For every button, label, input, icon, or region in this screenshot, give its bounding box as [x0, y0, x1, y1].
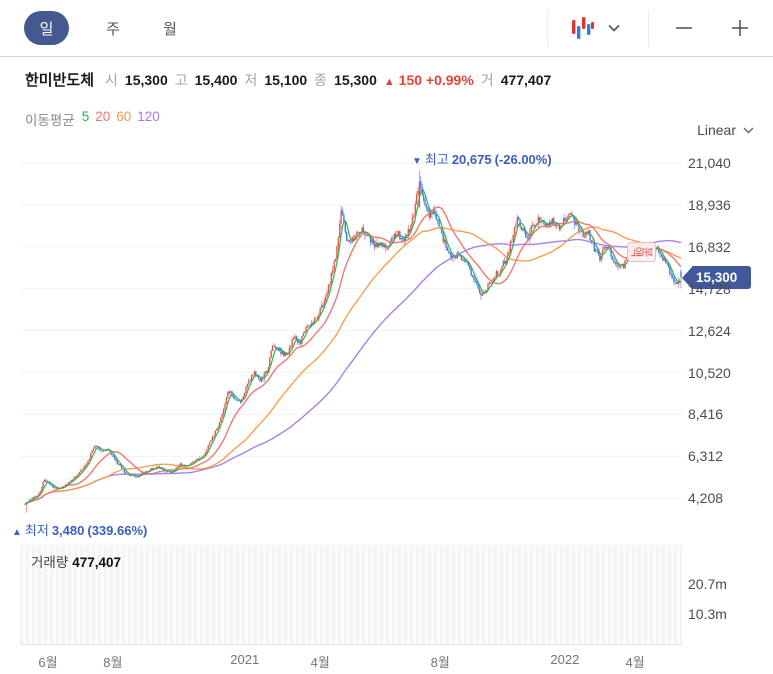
volume-axis-label: 20.7m — [688, 576, 727, 592]
volume-panel[interactable] — [20, 545, 682, 645]
ma-legend: 이동평균 5 20 60 120 — [25, 109, 166, 129]
volume-value: 477,407 — [72, 555, 122, 570]
x-axis-label: 8월 — [103, 655, 123, 670]
toolbar-divider — [547, 10, 548, 47]
high-value: 20,675 — [451, 152, 492, 167]
last-price-value: 15,300 — [692, 266, 752, 289]
x-axis-label: 2022 — [550, 652, 580, 667]
x-axis-label: 4월 — [310, 655, 330, 670]
chevron-down-icon — [743, 127, 754, 133]
high-label: 고 — [174, 72, 188, 88]
price-axis-label: 8,416 — [688, 406, 724, 423]
low-annotation: ▲ 최저 3,480 (339.66%) — [12, 520, 147, 539]
price-axis-label: 12,624 — [688, 322, 731, 339]
chevron-down-icon — [608, 24, 620, 32]
tab-daily[interactable]: 일 — [24, 11, 69, 45]
low-label: 저 — [244, 72, 258, 88]
toolbar-divider — [648, 10, 649, 47]
x-axis-label: 4월 — [625, 655, 645, 670]
zoom-in-button[interactable] — [718, 8, 762, 48]
price-axis-label: 10,520 — [688, 364, 731, 381]
tab-monthly[interactable]: 월 — [153, 11, 187, 45]
ma-period-5: 5 — [81, 109, 90, 124]
volume-title: 거래량 477,407 — [31, 551, 121, 571]
price-axis-label: 16,832 — [688, 238, 731, 255]
scale-selector[interactable]: Linear — [697, 122, 754, 138]
ma-legend-items: 5 20 60 120 — [82, 109, 166, 129]
high-value: 15,400 — [194, 72, 238, 88]
price-axis-label: 18,936 — [688, 196, 731, 213]
up-arrow-icon: ▲ — [383, 76, 395, 88]
close-label: 종 — [314, 72, 328, 88]
open-value: 15,300 — [124, 72, 168, 88]
down-triangle-icon: ▼ — [412, 156, 422, 167]
plus-icon — [732, 20, 748, 36]
tab-weekly[interactable]: 주 — [96, 11, 130, 45]
up-triangle-icon: ▲ — [12, 527, 22, 538]
low-value: 15,100 — [264, 72, 308, 88]
scale-label: Linear — [697, 122, 736, 138]
chart-type-selector[interactable] — [556, 8, 636, 48]
high-percent: (-26.00%) — [494, 152, 552, 167]
toolbar: 일 주 월 — [0, 0, 773, 57]
badge-arrow-left-icon — [682, 266, 692, 289]
change-value: 150 — [398, 72, 423, 88]
candlestick-icon — [572, 17, 594, 39]
volume-label: 거래량 — [31, 555, 69, 570]
x-axis-label: 2021 — [230, 652, 260, 667]
ma-period-120: 120 — [137, 109, 160, 124]
event-flag-char: 분 — [639, 246, 652, 258]
price-change: ▲ 150 +0.99% — [384, 72, 474, 88]
high-label: 최고 — [424, 152, 449, 167]
open-label: 시 — [105, 72, 118, 88]
low-label: 최저 — [24, 523, 49, 538]
volume-axis-label: 10.3m — [688, 606, 727, 623]
price-axis-label: 4,208 — [688, 490, 724, 507]
price-axis-label: 14,728 — [688, 280, 731, 297]
ma-period-60: 60 — [116, 109, 132, 124]
ma-period-20: 20 — [95, 109, 111, 124]
ma-legend-title: 이동평균 — [25, 113, 75, 128]
stock-name: 한미반도체 — [25, 72, 95, 89]
close-value: 15,300 — [334, 72, 377, 88]
trade-label: 거 — [480, 72, 494, 88]
last-price-badge: 15,300 — [682, 266, 752, 289]
x-axis-label: 8월 — [430, 655, 450, 670]
x-axis-label: 6월 — [38, 655, 58, 670]
zoom-out-button[interactable] — [662, 8, 706, 48]
trade-value: 477,407 — [500, 72, 552, 88]
price-axis-label: 21,040 — [688, 155, 731, 171]
price-axis-label: 6,312 — [688, 448, 724, 465]
low-value: 3,480 — [51, 523, 85, 538]
low-percent: (339.66%) — [87, 523, 148, 538]
minus-icon — [676, 27, 692, 29]
change-percent: +0.99% — [425, 72, 474, 88]
high-annotation: ▼ 최고 20,675 (-26.00%) — [412, 149, 552, 168]
stock-info-row: 한미반도체 시 15,300 고 15,400 저 15,100 종 15,30… — [25, 69, 551, 90]
